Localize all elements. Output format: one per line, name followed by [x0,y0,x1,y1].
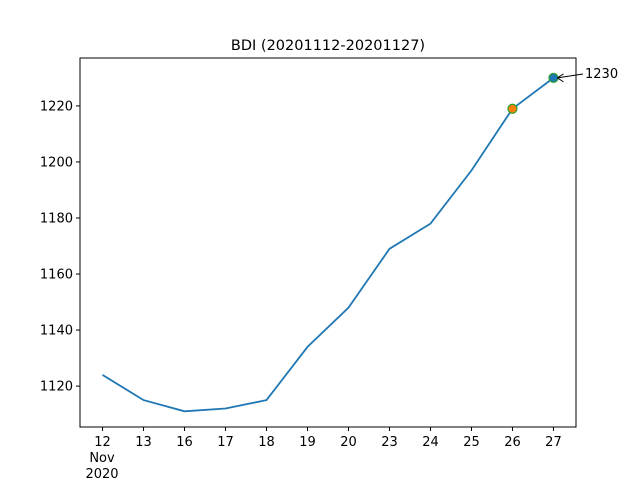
x-tick-label: 12 [94,435,111,450]
x-tick-label: 25 [463,435,480,450]
y-tick-label: 1220 [40,99,73,114]
x-tick-label: 24 [422,435,439,450]
x-tick-label: 23 [381,435,398,450]
x-tick-label: 18 [258,435,275,450]
x-tick-label: 19 [299,435,316,450]
x-tick-label: 26 [504,435,521,450]
x-tick-label: 17 [217,435,234,450]
x-sublabel-month: Nov [89,451,115,466]
y-tick-label: 1120 [40,380,73,395]
highlight-marker-26 [507,103,518,114]
y-tick-label: 1200 [40,155,73,170]
annotation-label: 1230 [585,67,618,82]
x-tick-label: 13 [135,435,152,450]
x-tick-label: 27 [545,435,562,450]
y-tick-label: 1160 [40,268,73,283]
annotation-arrow-head [556,73,564,83]
chart-title: BDI (20201112-20201127) [231,38,425,54]
y-tick-label: 1180 [40,211,73,226]
y-tick-label: 1140 [40,324,73,339]
x-tick-label: 16 [176,435,193,450]
annotation-arrow-shaft [557,73,584,79]
x-sublabel-year: 2020 [85,467,118,480]
x-tick-label: 20 [340,435,357,450]
plot-frame [79,57,577,428]
bdi-series-line [102,77,555,413]
